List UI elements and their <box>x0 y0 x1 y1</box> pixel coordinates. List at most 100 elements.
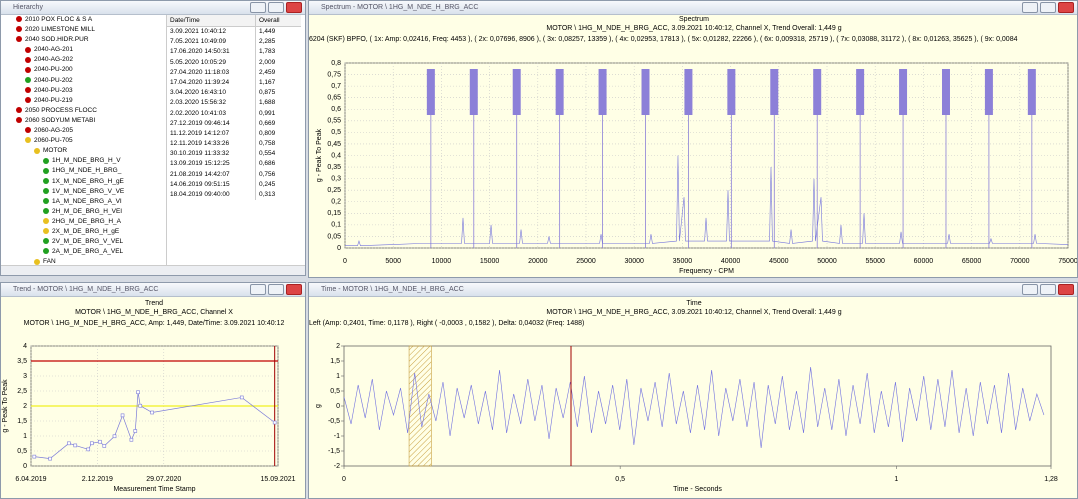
tree-node[interactable]: 2060 SODYUM METABI <box>1 116 163 126</box>
table-row[interactable]: 7.05.2021 10:49:09 2,285 <box>167 37 301 48</box>
maximize[interactable] <box>268 284 284 295</box>
date-cell: 3.04.2020 16:43:10 <box>167 88 256 99</box>
tree-node[interactable]: 1HG_M_NDE_H_BRG_ <box>1 166 163 176</box>
fault-frequency-label <box>469 69 478 115</box>
status-icon <box>16 107 22 114</box>
fault-frequency-label <box>941 69 950 115</box>
tree-node[interactable]: 1V_M_NDE_BRG_V_VE <box>1 187 163 197</box>
maximize[interactable] <box>268 2 284 13</box>
tree-node[interactable]: 2A_M_DE_BRG_A_VEL <box>1 247 163 257</box>
x-tick-label: 40000 <box>721 258 741 265</box>
tree-node[interactable]: 1X_M_NDE_BRG_H_gE <box>1 177 163 187</box>
node-label: 1H_M_NDE_BRG_H_V <box>52 157 121 165</box>
table-row[interactable]: 5.05.2020 10:05:29 2,009 <box>167 57 301 68</box>
table-row[interactable]: 11.12.2019 14:12:07 0,809 <box>167 128 301 140</box>
table-row[interactable]: 3.04.2020 16:43:10 0,875 <box>167 88 301 99</box>
y-tick-label: 3 <box>23 373 27 380</box>
x-axis-label: Frequency - CPM <box>679 268 734 275</box>
scrollbar[interactable] <box>1 265 305 275</box>
table-row[interactable]: 14.06.2019 09:51:15 0,245 <box>167 179 301 190</box>
close[interactable] <box>286 2 302 13</box>
node-label: 2060-PU-705 <box>34 137 73 145</box>
data-point <box>98 439 102 444</box>
table-row[interactable]: 3.09.2021 10:40:12 1,449 <box>167 27 301 38</box>
date-cell: 13.09.2019 15:12:25 <box>167 159 256 170</box>
table-header: Date/Time Overall <box>167 15 301 27</box>
close[interactable] <box>1058 2 1074 13</box>
node-label: 2040 SOD.HIDR.PUR <box>25 36 89 44</box>
close[interactable] <box>1058 284 1074 295</box>
y-tick-label: 0 <box>23 463 27 470</box>
minimize[interactable] <box>250 2 266 13</box>
x-tick-label: 75000 <box>1058 258 1078 265</box>
tree-node[interactable]: 2020 LIMESTONE MILL <box>1 25 163 35</box>
tree-node[interactable]: 2010 POX FLOC & S A <box>1 15 163 25</box>
column-header[interactable]: Overall <box>259 17 280 24</box>
table-row[interactable]: 2.02.2020 10:41:03 0,991 <box>167 108 301 119</box>
status-icon <box>43 248 49 255</box>
tree-node[interactable]: 2HG_M_DE_BRG_H_A <box>1 217 163 227</box>
tree-node[interactable]: FAN <box>1 257 163 265</box>
tree-node[interactable]: 2060-AG-205 <box>1 126 163 136</box>
table-row[interactable]: 17.04.2020 11:39:24 1,167 <box>167 77 301 89</box>
close[interactable] <box>286 284 302 295</box>
y-tick-label: 1 <box>336 373 340 380</box>
data-point <box>136 390 140 395</box>
tree-node[interactable]: 2040-PU-202 <box>1 76 163 86</box>
y-tick-label: 0,4 <box>331 152 341 159</box>
tree-node[interactable]: MOTOR <box>1 146 163 156</box>
table-row[interactable]: 30.10.2019 11:33:32 0,554 <box>167 149 301 160</box>
tree-node[interactable]: 2040-PU-219 <box>1 96 163 106</box>
tree-node[interactable]: 2040-PU-200 <box>1 65 163 75</box>
status-icon <box>43 197 49 204</box>
tree-node[interactable]: 2040-AG-202 <box>1 55 163 65</box>
y-tick-label: 0,65 <box>327 95 341 102</box>
window-title: Spectrum - MOTOR \ 1HG_M_NDE_H_BRG_ACC <box>321 4 479 11</box>
window-buttons <box>250 284 302 295</box>
x-tick-label: 10000 <box>432 258 452 265</box>
maximize[interactable] <box>1040 2 1056 13</box>
x-tick-label: 20000 <box>528 258 548 265</box>
tree-node[interactable]: 2H_M_DE_BRG_H_VEI <box>1 207 163 217</box>
column-header[interactable]: Date/Time <box>167 15 256 26</box>
table-row[interactable]: 2.03.2020 15:56:32 1,688 <box>167 98 301 109</box>
tree-node[interactable]: 1A_M_NDE_BRG_A_VI <box>1 197 163 207</box>
table-row[interactable]: 13.09.2019 15:12:25 0,686 <box>167 159 301 170</box>
date-cell: 17.06.2020 14:50:31 <box>167 47 256 58</box>
tree-node[interactable]: 2040 SOD.HIDR.PUR <box>1 35 163 45</box>
tree-node[interactable]: 2050 PROCESS FLOCC <box>1 106 163 116</box>
y-tick-label: 0,55 <box>327 118 341 125</box>
tree-node[interactable]: 2040-PU-203 <box>1 86 163 96</box>
tree-node[interactable]: 2060-PU-705 <box>1 136 163 146</box>
status-icon <box>25 46 31 53</box>
table-row[interactable]: 21.08.2019 14:42:07 0,756 <box>167 169 301 180</box>
overall-cell: 0,758 <box>259 140 276 148</box>
tree-node[interactable]: 2X_M_DE_BRG_H_gE <box>1 227 163 237</box>
table-row[interactable]: 18.04.2019 09:40:00 0,313 <box>167 190 301 201</box>
series-line <box>345 155 1069 246</box>
table-row[interactable]: 27.04.2020 11:18:03 2,459 <box>167 67 301 78</box>
table-row[interactable]: 27.12.2019 09:46:14 0,669 <box>167 118 301 129</box>
time-chart: Time MOTOR \ 1HG_M_NDE_H_BRG_ACC, 3.09.20… <box>309 297 1077 498</box>
chart-title: Spectrum <box>679 16 709 23</box>
y-tick-label: -0,5 <box>328 418 340 425</box>
date-cell: 17.04.2020 11:39:24 <box>167 77 256 89</box>
tree-node[interactable]: 2V_M_DE_BRG_V_VEL <box>1 237 163 247</box>
x-tick-label: 0 <box>342 476 346 483</box>
status-icon <box>25 56 31 63</box>
minimize[interactable] <box>1022 2 1038 13</box>
minimize[interactable] <box>1022 284 1038 295</box>
fault-frequency-label <box>727 69 736 115</box>
y-tick-label: 1 <box>23 433 27 440</box>
table-row[interactable]: 12.11.2019 14:33:26 0,758 <box>167 139 301 150</box>
tree-node[interactable]: 1H_M_NDE_BRG_H_V <box>1 156 163 166</box>
overall-cell: 2,009 <box>259 58 276 66</box>
tree-node[interactable]: 2040-AG-201 <box>1 45 163 55</box>
maximize[interactable] <box>1040 284 1056 295</box>
plot-area <box>343 345 1052 467</box>
y-tick-label: 3,5 <box>17 358 27 365</box>
y-tick-label: 0,6 <box>331 106 341 113</box>
data-point <box>86 447 91 452</box>
minimize[interactable] <box>250 284 266 295</box>
table-row[interactable]: 17.06.2020 14:50:31 1,783 <box>167 47 301 58</box>
